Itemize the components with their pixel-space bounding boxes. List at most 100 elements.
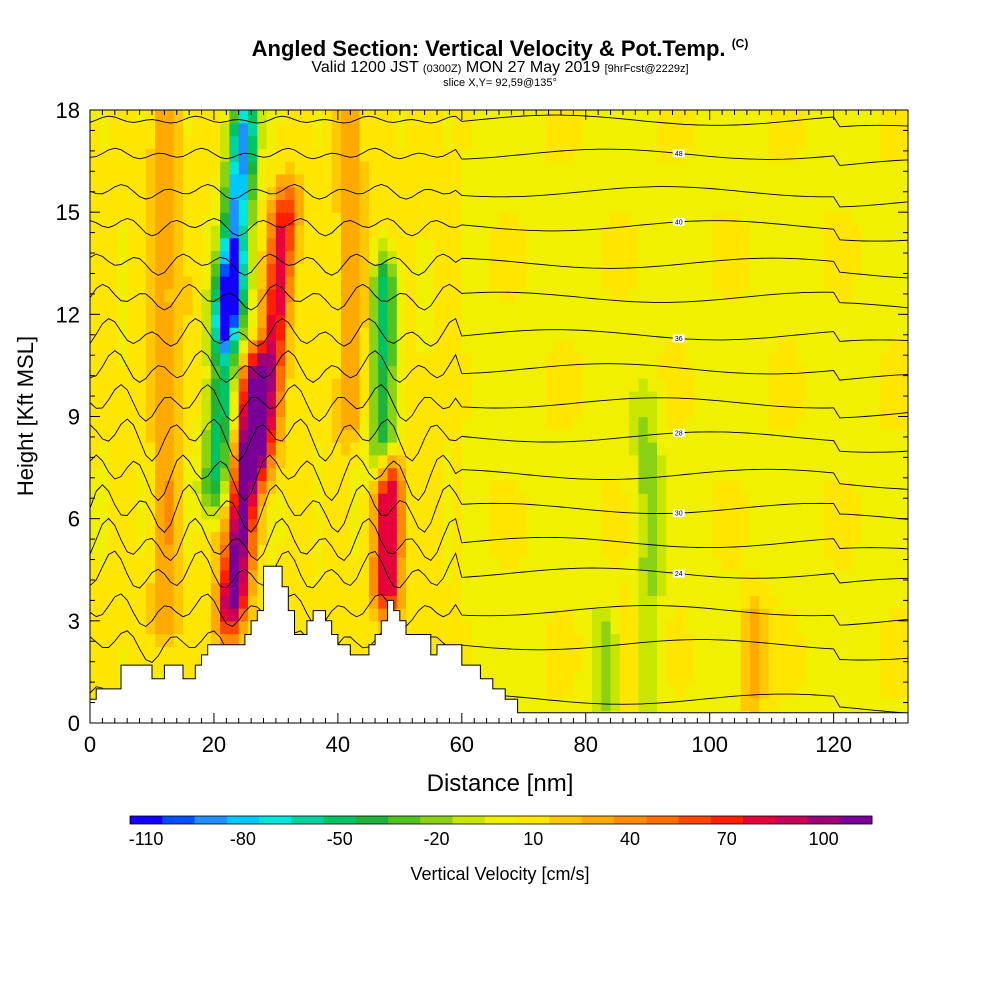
field-cell bbox=[852, 569, 863, 584]
field-cell bbox=[406, 544, 416, 558]
field-cell bbox=[220, 199, 230, 213]
field-cell bbox=[155, 518, 165, 533]
field-cell bbox=[712, 186, 723, 200]
field-cell bbox=[545, 352, 556, 366]
field-cell bbox=[889, 378, 900, 392]
field-cell bbox=[722, 595, 732, 609]
field-cell bbox=[898, 633, 908, 647]
field-cell bbox=[554, 518, 565, 533]
field-cell bbox=[666, 582, 677, 596]
field-cell bbox=[257, 314, 268, 328]
field-cell bbox=[833, 671, 844, 686]
field-cell bbox=[499, 276, 509, 290]
field-cell bbox=[210, 263, 221, 277]
field-cell bbox=[303, 442, 314, 456]
field-cell bbox=[712, 557, 723, 571]
field-cell bbox=[684, 595, 695, 609]
field-cell bbox=[350, 467, 361, 481]
colorbar-tick-label: 100 bbox=[809, 829, 839, 849]
field-cell bbox=[517, 493, 528, 507]
field-cell bbox=[852, 339, 863, 354]
field-cell bbox=[852, 276, 863, 290]
field-cell bbox=[229, 442, 240, 456]
field-cell bbox=[155, 569, 165, 584]
field-cell bbox=[815, 429, 825, 443]
field-cell bbox=[127, 339, 138, 354]
field-cell bbox=[136, 582, 147, 596]
field-cell bbox=[796, 531, 807, 545]
field-cell bbox=[443, 122, 454, 137]
field-cell bbox=[359, 454, 370, 469]
field-cell bbox=[805, 518, 816, 533]
field-cell bbox=[220, 403, 230, 418]
field-cell bbox=[99, 173, 110, 188]
field-cell bbox=[694, 314, 705, 328]
field-cell bbox=[842, 429, 853, 443]
field-cell bbox=[582, 161, 593, 175]
field-cell bbox=[155, 582, 165, 596]
field-cell bbox=[183, 416, 193, 430]
field-cell bbox=[396, 365, 407, 379]
field-cell bbox=[694, 199, 705, 213]
field-cell bbox=[619, 569, 630, 584]
field-cell bbox=[638, 186, 649, 200]
field-cell bbox=[341, 378, 351, 392]
field-cell bbox=[536, 518, 547, 533]
field-cell bbox=[322, 327, 333, 341]
field-cell bbox=[852, 173, 863, 188]
field-cell bbox=[898, 493, 908, 507]
field-cell bbox=[378, 148, 389, 162]
field-cell bbox=[136, 339, 147, 354]
field-cell bbox=[350, 582, 361, 596]
field-cell bbox=[275, 442, 286, 456]
field-cell bbox=[666, 467, 677, 481]
field-cell bbox=[610, 646, 621, 660]
field-cell bbox=[508, 212, 519, 226]
field-cell bbox=[768, 391, 779, 405]
field-cell bbox=[740, 608, 751, 622]
field-cell bbox=[824, 237, 835, 252]
field-cell bbox=[471, 595, 481, 609]
field-cell bbox=[592, 595, 602, 609]
field-cell bbox=[805, 288, 816, 303]
field-cell bbox=[526, 339, 537, 354]
field-cell bbox=[712, 684, 723, 699]
field-cell bbox=[657, 454, 667, 469]
field-cell bbox=[647, 314, 658, 328]
field-cell bbox=[350, 403, 361, 418]
field-cell bbox=[666, 224, 677, 239]
field-cell bbox=[694, 110, 705, 124]
field-cell bbox=[359, 633, 370, 647]
field-cell bbox=[777, 237, 788, 252]
field-cell bbox=[824, 161, 835, 175]
field-cell bbox=[526, 608, 537, 622]
field-cell bbox=[313, 467, 323, 481]
field-cell bbox=[712, 505, 723, 520]
field-cell bbox=[842, 391, 853, 405]
field-cell bbox=[601, 403, 612, 418]
field-cell bbox=[740, 391, 751, 405]
field-cell bbox=[554, 378, 565, 392]
field-cell bbox=[285, 276, 296, 290]
field-cell bbox=[99, 352, 110, 366]
field-cell bbox=[796, 480, 807, 494]
field-cell bbox=[499, 557, 509, 571]
field-cell bbox=[898, 659, 908, 673]
field-cell bbox=[433, 557, 444, 571]
field-cell bbox=[117, 595, 128, 609]
field-cell bbox=[210, 493, 221, 507]
field-cell bbox=[294, 620, 305, 635]
field-cell bbox=[415, 531, 426, 545]
field-cell bbox=[257, 224, 268, 239]
field-cell bbox=[842, 582, 853, 596]
field-cell bbox=[210, 135, 221, 149]
field-cell bbox=[210, 288, 221, 303]
field-cell bbox=[424, 186, 435, 200]
field-cell bbox=[601, 633, 612, 647]
field-cell bbox=[619, 442, 630, 456]
field-cell bbox=[722, 442, 732, 456]
field-cell bbox=[313, 416, 323, 430]
field-cell bbox=[870, 544, 881, 558]
field-cell bbox=[777, 442, 788, 456]
field-cell bbox=[461, 518, 472, 533]
